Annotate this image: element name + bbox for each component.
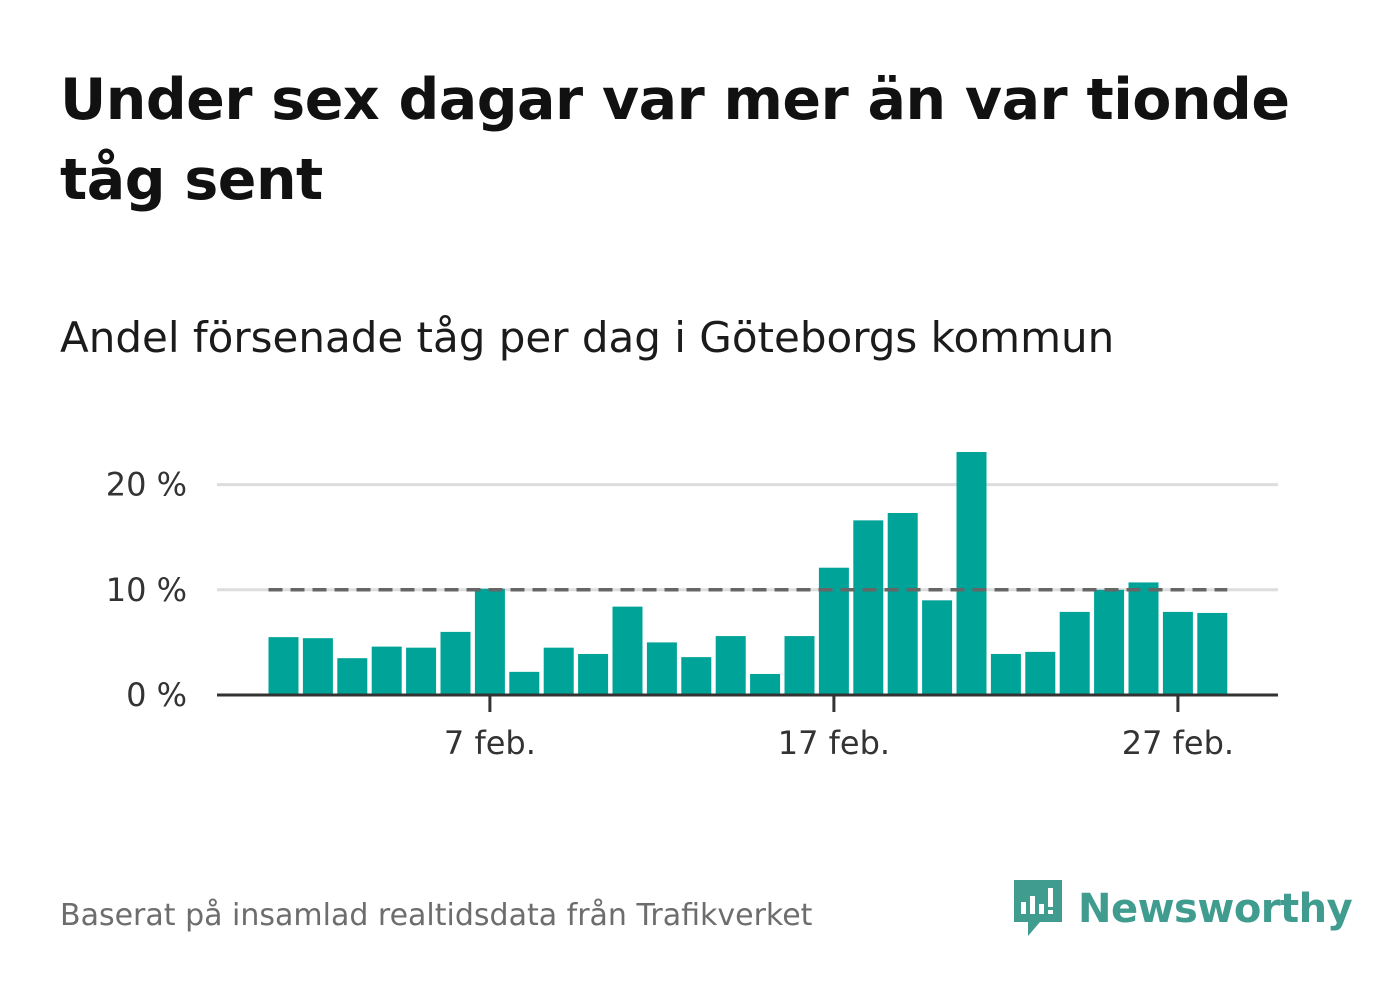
bar [1128, 582, 1159, 695]
x-tick-label: 27 feb. [1122, 724, 1234, 762]
bar [1162, 611, 1193, 695]
bar [715, 636, 746, 695]
chart-subtitle: Andel försenade tåg per dag i Göteborgs … [60, 313, 1115, 362]
bar [681, 657, 712, 695]
bar [578, 653, 609, 695]
bar [1025, 651, 1056, 695]
bars [268, 451, 1228, 695]
gridlines [217, 483, 1278, 592]
bar [750, 673, 781, 695]
bar [474, 588, 505, 695]
bar [784, 636, 815, 695]
bar [302, 638, 333, 695]
bar [956, 451, 987, 695]
x-tick-label: 7 feb. [444, 724, 536, 762]
bar [922, 600, 953, 695]
bar [337, 658, 368, 695]
y-tick-label: 10 % [106, 571, 187, 609]
y-tick-label: 20 % [106, 466, 187, 504]
axes: 0 % 10 % 20 % 7 feb. 17 feb. 27 feb. [106, 466, 1278, 762]
bar [406, 647, 437, 695]
bar [1094, 589, 1125, 695]
newsworthy-logo: Newsworthy [1010, 878, 1353, 940]
bar-chart: 0 % 10 % 20 % 7 feb. 17 feb. 27 feb. [106, 451, 1278, 762]
bar [853, 520, 884, 695]
bar [268, 637, 299, 695]
bar [612, 606, 643, 695]
bar [818, 567, 849, 695]
chart-title: Under sex dagar var mer än var tionde tå… [60, 67, 1290, 213]
bar [440, 631, 471, 695]
bar [543, 647, 574, 695]
bar [646, 642, 677, 695]
source-note: Baserat på insamlad realtidsdata från Tr… [60, 898, 813, 933]
bar [990, 653, 1021, 695]
bar [887, 513, 918, 695]
brand-name: Newsworthy [1078, 886, 1353, 932]
bar [1197, 612, 1228, 695]
x-tick-label: 17 feb. [778, 724, 890, 762]
bar [1059, 611, 1090, 695]
bar [509, 671, 540, 695]
y-tick-label: 0 % [126, 676, 187, 714]
bar [371, 646, 402, 695]
newsworthy-logo-icon [1014, 880, 1062, 936]
